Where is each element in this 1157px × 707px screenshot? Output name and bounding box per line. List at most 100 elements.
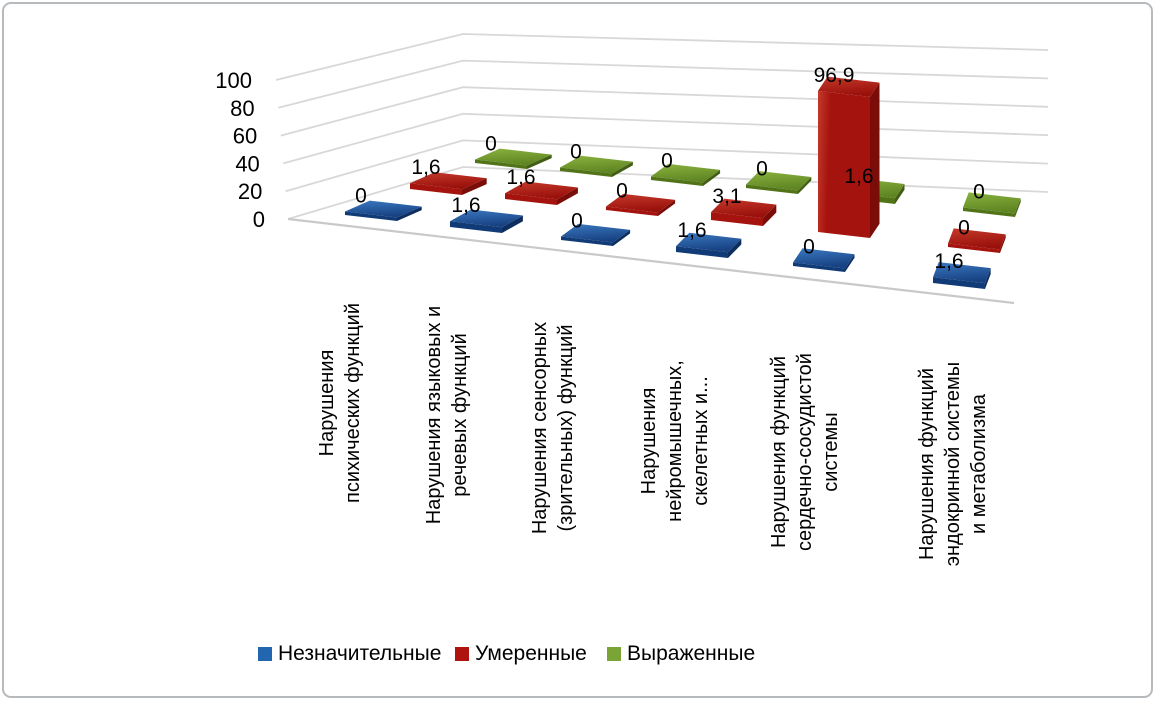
- data-label: 1,6: [411, 156, 440, 179]
- bar-side-face: [985, 268, 991, 289]
- category-label-line: психических функций: [342, 303, 364, 503]
- category-label-line: речевых функций: [449, 333, 471, 497]
- data-label: 0: [571, 210, 583, 233]
- category-label-line: нейромышечных,: [664, 360, 686, 522]
- bar-front-face: [505, 193, 557, 205]
- bar-front-face: [746, 184, 798, 194]
- bar-top-face: [711, 198, 777, 219]
- data-label: 1,6: [934, 250, 963, 273]
- bar-top-face: [475, 148, 552, 166]
- bar-Незначительные-1: [450, 209, 523, 233]
- bar-Выраженные-1: [560, 155, 633, 177]
- legend-entry-Умеренные: [455, 647, 469, 661]
- category-label-line: Нарушения: [638, 388, 660, 495]
- bar-top-face: [793, 248, 855, 269]
- y-axis-label: 60: [233, 124, 257, 149]
- data-label: 0: [958, 217, 970, 240]
- bar-top-face: [948, 228, 1006, 250]
- category-label-line: эндокринной системы: [942, 362, 964, 566]
- bar-side-face: [728, 238, 742, 258]
- data-label: 0: [803, 236, 815, 259]
- bar-side-face: [763, 204, 777, 226]
- bar-side-face: [703, 169, 721, 186]
- data-label: 0: [756, 158, 768, 181]
- bar-front-face: [475, 159, 527, 169]
- bar-top-face: [818, 76, 880, 97]
- category-label-line: скелетных и...: [690, 376, 712, 506]
- data-label: 1,6: [844, 165, 873, 188]
- bar-Умеренные-5: [948, 228, 1006, 253]
- legend-label: Незначительные: [278, 642, 441, 665]
- bar-side-face: [1015, 198, 1021, 217]
- bar-front-face: [560, 167, 612, 177]
- bar-side-face: [613, 229, 631, 246]
- bar-front-face: [345, 211, 397, 221]
- data-label: 1,6: [677, 219, 706, 242]
- bar-side-face: [527, 154, 552, 169]
- data-label: 0: [661, 150, 673, 173]
- bar-front-face: [933, 277, 985, 289]
- bar-top-face: [450, 209, 523, 228]
- category-label-line: и метаболизма: [968, 393, 990, 534]
- bar-front-face: [561, 236, 613, 246]
- y-axis-label: 20: [238, 179, 262, 204]
- bar-side-face: [557, 187, 578, 205]
- bar-front-face: [793, 262, 845, 272]
- bar-top-face: [561, 223, 631, 243]
- bar-side-face: [612, 161, 633, 177]
- bar-front-face: [818, 90, 870, 238]
- bar-side-face: [870, 82, 880, 238]
- bar-top-face: [963, 192, 1021, 214]
- bar-side-face: [895, 183, 905, 204]
- category-label-line: (зрительных) функций: [555, 324, 577, 531]
- bar-top-face: [651, 163, 721, 183]
- legend-marker: [607, 647, 621, 661]
- data-label: 1,6: [506, 166, 535, 189]
- data-label: 0: [485, 133, 497, 156]
- legend-label: Умеренные: [475, 642, 587, 665]
- bar-Выраженные-2: [651, 163, 721, 186]
- category-label-line: Нарушения функций: [916, 368, 938, 560]
- data-label: 0: [570, 141, 582, 164]
- bar-top-face: [505, 181, 578, 200]
- bar-front-face: [676, 246, 728, 258]
- category-label-line: Нарушения сенсорных: [529, 322, 551, 534]
- y-axis-label: 100: [215, 68, 252, 93]
- data-label: 96,9: [814, 64, 855, 87]
- bar-Незначительные-3: [676, 232, 742, 258]
- category-label-line: Нарушения языковых и: [423, 306, 445, 524]
- bar-front-face: [410, 183, 462, 195]
- bar-Незначительные-4: [793, 248, 855, 272]
- bar-front-face: [450, 221, 502, 233]
- bar-top-face: [345, 200, 422, 218]
- bar-side-face: [502, 215, 523, 233]
- category-label-line: Нарушения: [316, 350, 338, 457]
- category-label-line: Нарушения функций: [768, 356, 790, 548]
- bar-Умеренные-1: [505, 181, 578, 205]
- bar-Умеренные-0: [410, 172, 487, 195]
- bar-side-face: [1000, 234, 1006, 253]
- bar-top-face: [606, 193, 676, 213]
- figure-border: [2, 2, 1153, 698]
- gridline: [275, 33, 1049, 81]
- category-label-line: сердечно-сосудистой: [794, 353, 816, 551]
- bar-Выраженные-0: [475, 148, 552, 169]
- floor-edge: [287, 217, 1015, 305]
- legend-label: Выраженные: [627, 642, 755, 665]
- data-label: 1,6: [451, 194, 480, 217]
- bar-side-face: [658, 199, 676, 216]
- bar-side-face: [798, 177, 812, 194]
- bar-top-face: [560, 155, 633, 174]
- bar-Умеренные-3: [711, 198, 777, 226]
- data-label: 0: [355, 185, 367, 208]
- bar-Незначительные-0: [345, 200, 422, 221]
- bar-front-face: [963, 207, 1015, 217]
- category-label-line: системы: [820, 412, 842, 491]
- bar-top-face: [410, 172, 487, 190]
- legend-entry-Выраженные: [607, 647, 621, 661]
- y-axis-label: 0: [253, 207, 265, 232]
- bar-side-face: [462, 178, 487, 195]
- bar-top-face: [676, 232, 742, 253]
